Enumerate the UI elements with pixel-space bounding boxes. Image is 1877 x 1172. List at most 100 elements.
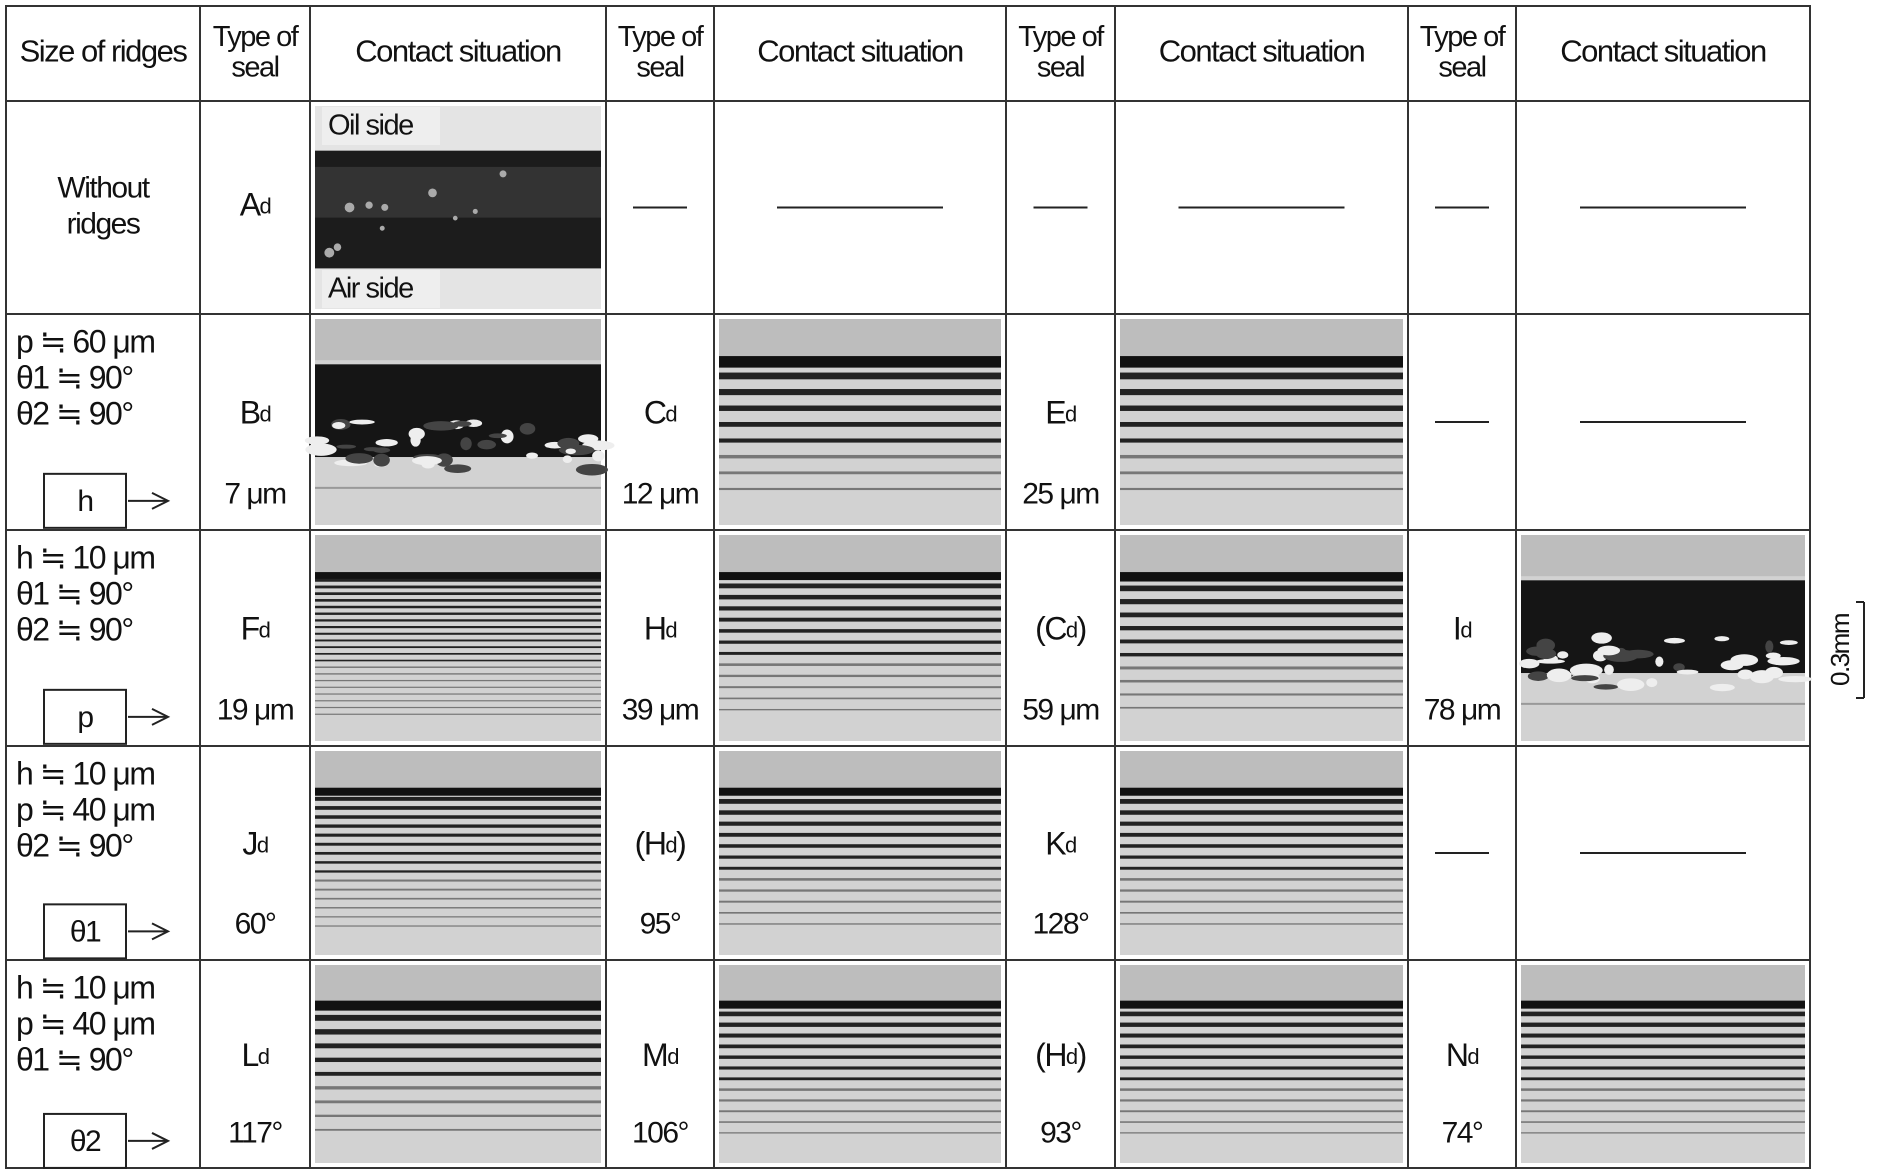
contact-photo bbox=[1521, 965, 1805, 1163]
seal-part: E bbox=[1045, 395, 1065, 431]
photo-line bbox=[719, 641, 1001, 644]
photo-line bbox=[315, 1015, 601, 1021]
seal-part: d bbox=[1460, 617, 1471, 642]
seal-part: d bbox=[257, 832, 268, 857]
photo-shade bbox=[1521, 965, 1805, 1005]
header-text: Contact situation bbox=[355, 34, 561, 69]
speck bbox=[381, 204, 388, 211]
speck bbox=[365, 202, 372, 209]
photo-line bbox=[1120, 666, 1403, 669]
photo-line bbox=[1521, 1055, 1805, 1058]
seal-part: B bbox=[240, 395, 260, 431]
photo-line bbox=[1521, 1023, 1805, 1027]
seal-part: I bbox=[1453, 611, 1460, 647]
dark-band bbox=[719, 572, 1001, 580]
photo-shade bbox=[315, 319, 601, 360]
photo-line bbox=[1120, 1012, 1403, 1017]
seal-part: d bbox=[1467, 1044, 1478, 1069]
photo-shade bbox=[719, 751, 1001, 792]
seal-type: Md bbox=[642, 1037, 678, 1073]
photo-line bbox=[315, 815, 601, 819]
blotch bbox=[409, 428, 425, 440]
seal-type: Nd bbox=[1446, 1037, 1479, 1073]
photo-line bbox=[719, 686, 1001, 688]
seal-parameter-value: 74° bbox=[1442, 1117, 1483, 1150]
contact-photo bbox=[315, 751, 601, 955]
seal-part: d bbox=[258, 1044, 269, 1069]
blotch bbox=[1780, 640, 1798, 645]
photo-line bbox=[719, 1034, 1001, 1038]
seal-part: N bbox=[1446, 1037, 1468, 1073]
header-text: Type of bbox=[618, 21, 705, 53]
seal-parameter-value: 78 μm bbox=[1424, 693, 1501, 726]
seal-part: d bbox=[1065, 832, 1076, 857]
photo-line bbox=[315, 806, 601, 810]
photo-line bbox=[315, 907, 601, 908]
ridge-parameter: p ≒ 40 μm bbox=[16, 791, 155, 827]
photo-line bbox=[719, 709, 1001, 710]
photo-line bbox=[1521, 1066, 1805, 1069]
header-text: seal bbox=[1438, 51, 1485, 83]
seal-type: (Hd) bbox=[1035, 1037, 1086, 1073]
blotch bbox=[1655, 657, 1663, 667]
contact-photo bbox=[1519, 535, 1812, 741]
blotch bbox=[1646, 678, 1657, 687]
blotch bbox=[1536, 659, 1565, 664]
seal-parameter-value: 95° bbox=[640, 908, 681, 941]
photo-line bbox=[1120, 1045, 1403, 1049]
photo-line bbox=[315, 861, 601, 863]
photo-shade bbox=[315, 751, 601, 792]
side-label: Oil side bbox=[328, 110, 413, 142]
photo-line bbox=[719, 1055, 1001, 1058]
photo-line bbox=[1521, 1034, 1805, 1038]
blotch bbox=[1594, 684, 1619, 689]
seal-part: H bbox=[644, 611, 666, 647]
photo-line bbox=[315, 613, 601, 615]
blotch bbox=[1519, 659, 1539, 668]
photo-line bbox=[1120, 912, 1403, 914]
speck bbox=[500, 170, 507, 177]
photo-line bbox=[719, 1088, 1001, 1091]
blotch bbox=[422, 461, 435, 468]
photo-line bbox=[315, 666, 601, 667]
contact-photo bbox=[719, 319, 1001, 525]
photo-line bbox=[1521, 1045, 1805, 1049]
header-text: seal bbox=[231, 51, 278, 83]
photo-line bbox=[1120, 810, 1403, 814]
seal-type: (Hd) bbox=[635, 826, 686, 862]
photo-line bbox=[1120, 822, 1403, 826]
photo-line bbox=[1120, 613, 1403, 618]
photo-shade bbox=[1521, 535, 1805, 576]
photo-line bbox=[315, 1100, 601, 1103]
photo-line bbox=[315, 880, 601, 882]
photo-shade bbox=[719, 965, 1001, 1005]
photo-line bbox=[1120, 1110, 1403, 1112]
photo-line bbox=[315, 693, 601, 694]
blotch bbox=[566, 448, 576, 454]
seal-parameter-value: 117° bbox=[228, 1117, 282, 1150]
photo-line bbox=[315, 1058, 601, 1062]
photo-line bbox=[719, 1077, 1001, 1080]
blotch bbox=[453, 421, 472, 427]
seal-part: ) bbox=[676, 826, 685, 862]
photo-line bbox=[719, 373, 1001, 380]
blotch bbox=[1710, 684, 1735, 691]
photo-line bbox=[719, 1110, 1001, 1112]
seal-type: Kd bbox=[1045, 826, 1076, 862]
blotch bbox=[1677, 670, 1699, 675]
blotch bbox=[1557, 651, 1568, 658]
dark-band bbox=[1120, 356, 1403, 368]
photo-line bbox=[1120, 373, 1403, 380]
photo-line bbox=[315, 579, 601, 582]
photo-line bbox=[1120, 586, 1403, 592]
photo-line bbox=[315, 834, 601, 837]
blotch bbox=[1623, 650, 1654, 659]
photo-line bbox=[1120, 488, 1403, 490]
photo-line bbox=[1120, 438, 1403, 442]
photo-line bbox=[719, 1012, 1001, 1017]
seal-parameter-value: 7 μm bbox=[224, 477, 286, 510]
seal-part: d bbox=[665, 617, 676, 642]
photo-line bbox=[315, 925, 601, 926]
blotch bbox=[1547, 668, 1571, 682]
photo-line bbox=[315, 680, 601, 681]
